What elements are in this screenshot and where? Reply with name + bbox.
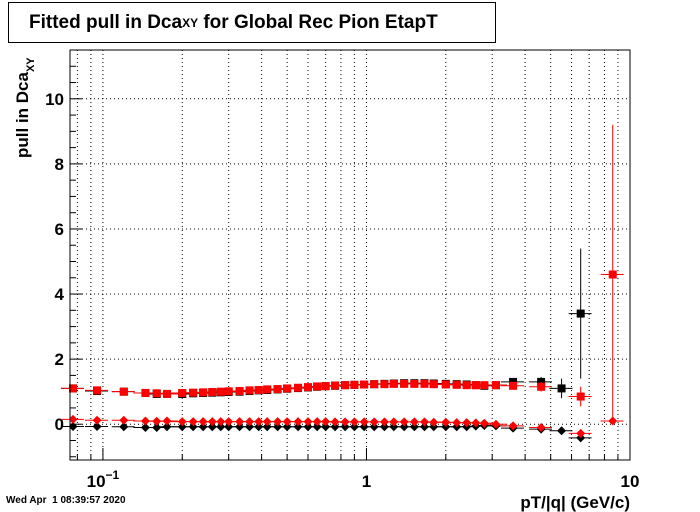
data-point-square bbox=[152, 389, 161, 398]
x-tick-label: 10 bbox=[621, 472, 640, 491]
y-axis-label-sub: XY bbox=[25, 57, 37, 72]
data-point-diamond bbox=[162, 416, 172, 426]
y-axis-label: pull in DcaXY bbox=[13, 57, 37, 158]
data-point-diamond bbox=[508, 421, 518, 431]
chart-title-sub: XY bbox=[182, 15, 199, 30]
x-tick-label: 1 bbox=[362, 472, 371, 491]
data-point-square bbox=[119, 387, 128, 396]
svg-text:pull in DcaXY: pull in DcaXY bbox=[13, 57, 37, 158]
data-point-diamond bbox=[68, 421, 78, 431]
data-point-diamond bbox=[92, 415, 102, 425]
data-point-diamond bbox=[162, 422, 172, 432]
plot-frame bbox=[69, 49, 631, 461]
y-tick-label: 4 bbox=[55, 285, 65, 304]
x-axis-label: pT/|q| (GeV/c) bbox=[520, 493, 630, 512]
data-point-square bbox=[93, 386, 102, 395]
marks-layer bbox=[60, 124, 624, 443]
data-point-square bbox=[162, 389, 171, 398]
data-point-diamond bbox=[576, 428, 586, 438]
chart-title-main: Fitted pull in Dca bbox=[29, 11, 183, 33]
y-tick-label: 6 bbox=[55, 220, 64, 239]
data-point-diamond bbox=[576, 433, 586, 443]
y-tick-label: 2 bbox=[55, 350, 64, 369]
data-point-square bbox=[509, 381, 518, 390]
data-point-diamond bbox=[152, 422, 162, 432]
x-tick-label: 10−1 bbox=[87, 468, 120, 491]
data-point-diamond bbox=[479, 418, 489, 428]
chart-title-rest: for Global Rec Pion EtapT bbox=[198, 11, 438, 33]
timestamp: Wed Apr 1 08:39:57 2020 bbox=[6, 495, 126, 506]
data-point-square bbox=[254, 386, 263, 395]
data-point-square bbox=[294, 383, 303, 392]
data-point-diamond bbox=[68, 414, 78, 424]
data-point-square bbox=[576, 309, 585, 318]
data-point-diamond bbox=[119, 422, 129, 432]
data-point-diamond bbox=[557, 426, 567, 436]
y-axis-label-main: pull in Dca bbox=[13, 72, 32, 159]
axis-layer: 0 2 4 6 8 10 10−1 1 10 bbox=[45, 49, 640, 491]
data-point-square bbox=[557, 384, 566, 393]
data-point-square bbox=[321, 382, 330, 391]
data-point-diamond bbox=[491, 419, 501, 429]
data-point-square bbox=[537, 382, 546, 391]
y-tick-label: 0 bbox=[55, 415, 64, 434]
grid-layer bbox=[70, 50, 631, 460]
data-point-square bbox=[283, 384, 292, 393]
y-tick-label: 8 bbox=[55, 155, 64, 174]
data-point-square bbox=[273, 385, 282, 394]
data-point-square bbox=[608, 270, 617, 279]
data-point-square bbox=[491, 381, 500, 390]
data-point-diamond bbox=[608, 416, 618, 426]
data-point-diamond bbox=[119, 415, 129, 425]
data-point-diamond bbox=[536, 422, 546, 432]
data-point-square bbox=[69, 384, 78, 393]
data-point-square bbox=[235, 387, 244, 396]
data-point-square bbox=[576, 392, 585, 401]
data-point-diamond bbox=[92, 421, 102, 431]
chart-title: Fitted pull in Dca XY for Global Rec Pion… bbox=[8, 2, 496, 43]
y-tick-label: 10 bbox=[45, 90, 64, 109]
data-point-square bbox=[303, 383, 312, 392]
